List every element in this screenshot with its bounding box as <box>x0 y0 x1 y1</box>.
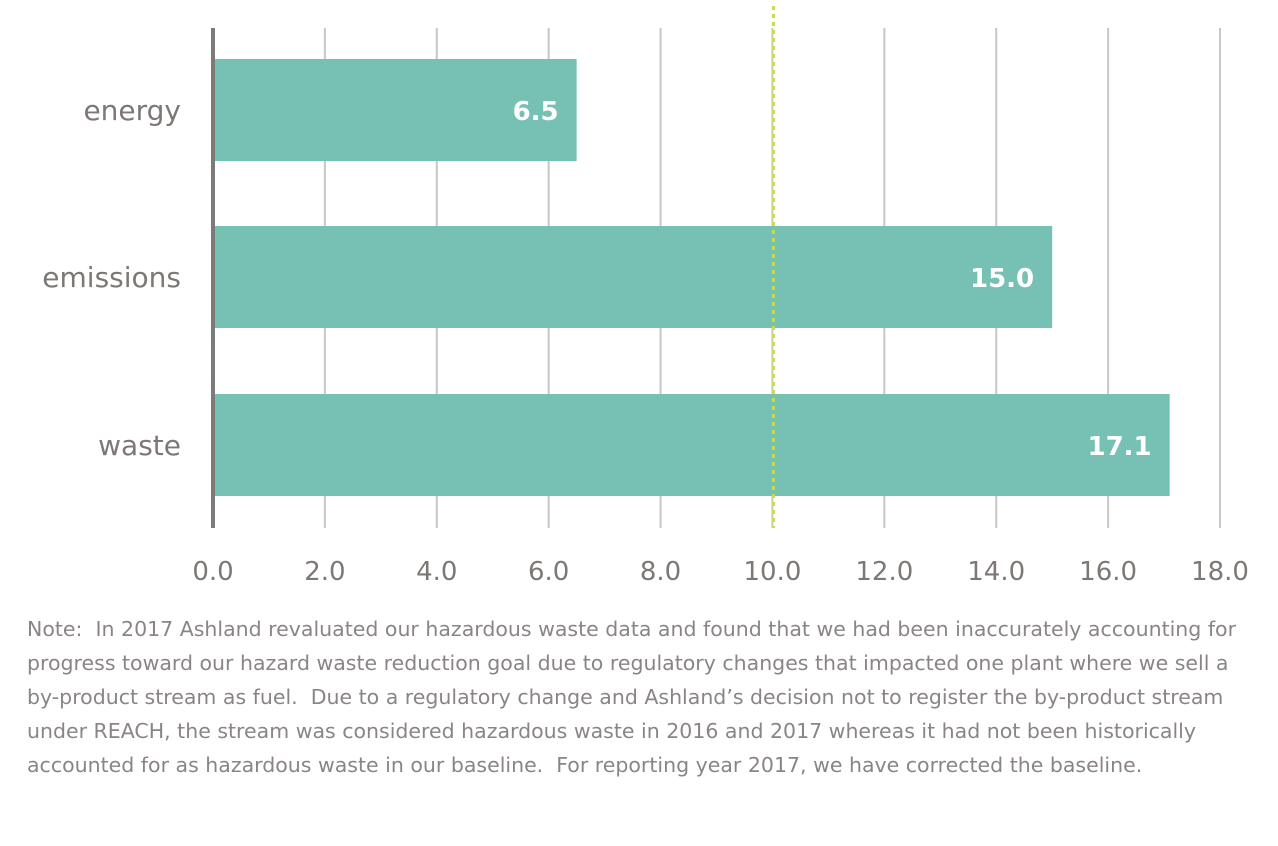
x-tick-label: 18.0 <box>1191 557 1249 587</box>
category-label-energy: energy <box>83 94 181 127</box>
x-tick-label: 16.0 <box>1079 557 1137 587</box>
bars <box>215 59 1170 496</box>
x-tick-label: 12.0 <box>855 557 913 587</box>
x-tick-label: 0.0 <box>192 557 233 587</box>
x-tick-label: 10.0 <box>743 557 801 587</box>
value-label-emissions: 15.0 <box>970 264 1034 294</box>
value-label-waste: 17.1 <box>1087 432 1151 462</box>
x-tick-label: 8.0 <box>640 557 681 587</box>
x-tick-label: 2.0 <box>304 557 345 587</box>
bar-energy <box>215 59 577 161</box>
bar-waste <box>215 394 1170 496</box>
labels: 0.0 2.0 4.0 6.0 8.0 10.0 12.0 14.0 16.0 18.0 energ… <box>42 94 1249 587</box>
bar-emissions <box>215 226 1053 328</box>
category-label-waste: waste <box>98 429 181 462</box>
value-label-energy: 6.5 <box>513 97 559 127</box>
category-label-emissions: emissions <box>42 261 181 294</box>
bar-chart: 0.0 2.0 4.0 6.0 8.0 10.0 12.0 14.0 16.0 18.0 energ… <box>42 6 1249 587</box>
x-tick-label: 14.0 <box>967 557 1025 587</box>
chart-note: Note: In 2017 Ashland revaluated our haz… <box>27 617 1243 777</box>
x-tick-label: 6.0 <box>528 557 569 587</box>
x-tick-label: 4.0 <box>416 557 457 587</box>
